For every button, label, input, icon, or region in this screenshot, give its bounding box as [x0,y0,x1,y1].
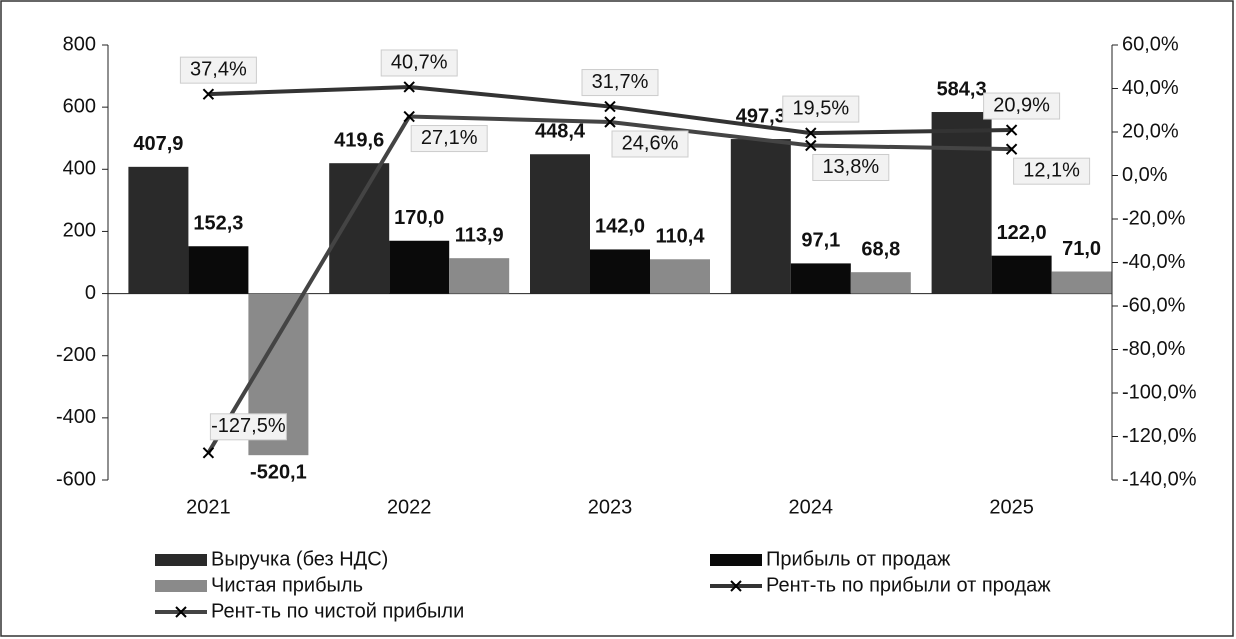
bar-value-label: 584,3 [937,78,987,100]
legend-label: Прибыль от продаж [766,548,951,570]
y2-tick-label: -80,0% [1122,338,1186,360]
legend-label: Рент-ть по прибыли от продаж [766,574,1051,596]
line-marker [202,447,215,459]
label-box [611,130,689,158]
y2-tick-label: -100,0% [1122,381,1197,403]
line-marker [805,127,817,139]
bar [1051,271,1112,294]
label-box [1013,157,1091,185]
bar [991,255,1052,294]
bar-value-label: 497,3 [736,105,786,127]
bar-value-label: -520,1 [250,461,307,483]
line-value-label: 12,1% [1023,159,1080,181]
legend-label: Выручка (без НДС) [211,548,388,570]
bar-value-label: 110,4 [656,226,706,248]
y-tick-label: 200 [63,220,96,242]
legend-marker [175,606,187,618]
bar [188,246,249,294]
bar [449,258,510,294]
legend-label: Чистая прибыль [211,574,363,596]
legend-swatch [155,580,207,592]
bar [128,166,189,294]
x-tick-label: 2025 [989,496,1034,518]
line-marker [1005,124,1018,136]
bar-value-label: 71,0 [1062,238,1101,260]
bar-value-label: 407,9 [133,133,183,155]
bar [790,263,851,294]
y2-tick-label: 20,0% [1122,120,1179,142]
line-marker [604,116,616,128]
y-tick-label: -600 [56,468,96,490]
label-box [782,95,860,123]
legend-marker [730,580,742,592]
legend-label: Рент-ть по чистой прибыли [211,600,464,622]
bar [730,139,791,294]
bar [850,272,911,294]
line-value-label: 31,7% [592,71,649,93]
legend-swatch [155,554,207,566]
bar-value-label: 419,6 [334,129,384,151]
label-box [209,413,287,441]
bar [650,259,710,294]
bar-value-label: 68,8 [861,238,900,260]
label-box [410,125,488,153]
label-box [812,153,890,181]
y-tick-label: 0 [85,282,96,304]
label-box [380,49,458,77]
bar-value-label: 113,9 [455,224,504,246]
bar-value-label: 152,3 [193,213,243,235]
line-value-label: 27,1% [421,127,478,149]
line-marker [403,110,415,123]
y2-tick-label: -140,0% [1122,468,1197,490]
line-marker [604,100,616,113]
line-marker [805,139,817,152]
bar-value-label: 142,0 [595,216,645,238]
y-tick-label: 800 [63,33,96,55]
y-tick-label: -200 [56,344,96,366]
line-marker [403,81,415,93]
line-marker [202,88,215,100]
line-value-label: 24,6% [622,132,679,154]
line-value-label: 37,4% [190,58,247,80]
label-box [581,69,659,97]
y-tick-label: 400 [63,158,96,180]
y2-tick-label: 0,0% [1122,164,1168,186]
bar-value-label: 170,0 [394,207,444,229]
label-box [983,92,1061,120]
y2-tick-label: -40,0% [1122,251,1186,273]
line-marker [1005,143,1018,155]
bar-value-label: 122,0 [997,222,1047,244]
y-tick-label: 600 [63,95,96,117]
bar [389,240,450,294]
y2-tick-label: -60,0% [1122,294,1186,316]
x-tick-label: 2023 [588,496,633,518]
y2-tick-label: 40,0% [1122,77,1179,99]
line-value-label: 20,9% [993,94,1050,116]
bar [931,112,992,294]
bar-value-label: 97,1 [801,230,840,252]
bar [590,249,650,294]
line-value-label: 13,8% [822,156,879,178]
legend-swatch [710,554,762,566]
line-value-label: -127,5% [211,415,286,437]
line-value-label: 19,5% [792,97,849,119]
line-value-label: 40,7% [391,51,448,73]
x-tick-label: 2022 [387,496,432,518]
y2-tick-label: -20,0% [1122,207,1186,229]
x-tick-label: 2021 [186,496,231,518]
bar [530,154,590,294]
x-tick-label: 2024 [789,496,834,518]
y2-tick-label: -120,0% [1122,425,1197,447]
y-tick-label: -400 [56,406,96,428]
label-box [179,56,257,84]
y2-tick-label: 60,0% [1122,33,1179,55]
bar-value-label: 448,4 [535,121,586,143]
bar [329,163,390,294]
